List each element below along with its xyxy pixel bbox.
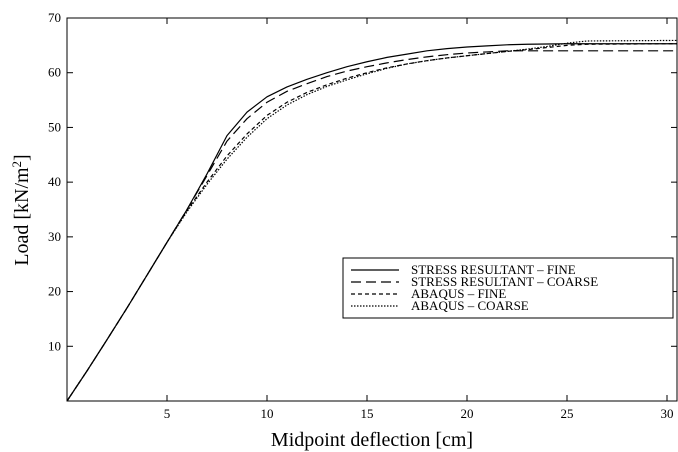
y-axis-label-suffix: ] [11, 154, 33, 161]
legend-label-stress-coarse: STRESS RESULTANT – COARSE [411, 274, 598, 289]
series-line-2 [66, 43, 678, 402]
y-tick-label: 50 [48, 119, 61, 134]
y-tick-label: 30 [48, 229, 61, 244]
ticks-layer: 5 10 15 20 25 30 10 20 30 40 50 60 70 [48, 10, 677, 421]
x-tick-label: 5 [164, 406, 171, 421]
x-tick-label: 30 [661, 406, 674, 421]
x-tick-label: 25 [561, 406, 574, 421]
x-tick-label: 20 [461, 406, 474, 421]
y-tick-label: 20 [48, 284, 61, 299]
legend: STRESS RESULTANT – FINE STRESS RESULTANT… [342, 257, 674, 319]
y-axis-label-text: Load [kN/m [11, 167, 33, 266]
series-line-1 [66, 50, 677, 402]
y-axis-label-superscript: 2 [9, 161, 24, 168]
y-tick-label: 40 [48, 174, 61, 189]
y-tick-label: 60 [48, 65, 61, 80]
y-tick-label: 10 [48, 338, 61, 353]
legend-label-abaqus-coarse: ABAQUS – COARSE [411, 298, 529, 313]
legend-box [342, 257, 674, 319]
series-layer [66, 39, 678, 402]
series-line-3 [66, 39, 678, 402]
y-tick-label: 70 [48, 10, 61, 25]
legend-label-stress-fine: STRESS RESULTANT – FINE [411, 262, 576, 277]
x-tick-label: 15 [361, 406, 374, 421]
x-tick-label: 10 [261, 406, 274, 421]
series-line-0 [66, 43, 677, 402]
y-axis-label: Load [kN/m2] [9, 154, 33, 265]
plot-frame [66, 17, 678, 402]
legend-label-abaqus-fine: ABAQUS – FINE [411, 286, 506, 301]
x-axis-label: Midpoint deflection [cm] [271, 429, 473, 451]
